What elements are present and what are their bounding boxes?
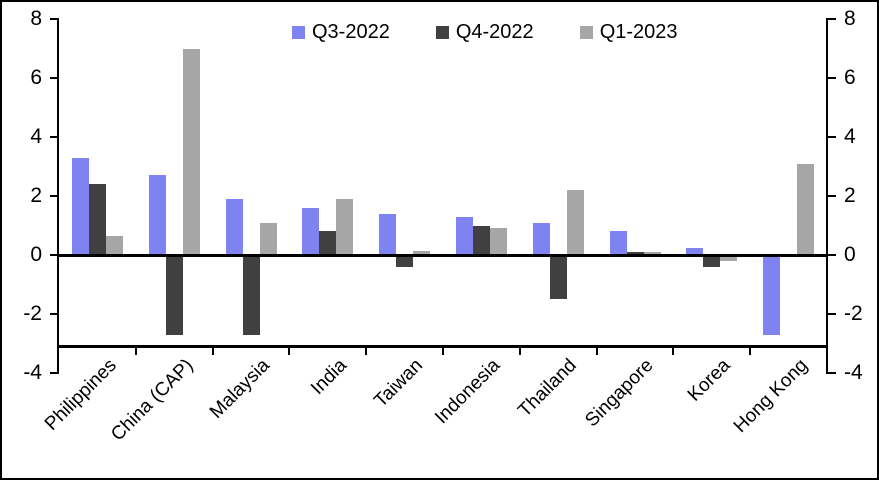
y-tick-right — [828, 18, 836, 20]
category-tick — [595, 348, 598, 355]
y-tick-label-right: 0 — [844, 243, 856, 266]
category-tick — [672, 348, 675, 355]
bar — [319, 231, 337, 255]
bar — [720, 255, 738, 261]
bar — [396, 255, 414, 267]
category-tick — [518, 348, 521, 355]
bar — [532, 222, 550, 255]
bar — [626, 252, 644, 255]
y-tick-label-left: 4 — [30, 125, 42, 148]
category-tick — [749, 348, 752, 355]
x-axis-label: Malaysia — [205, 355, 274, 423]
x-axis-label: Philippines — [40, 355, 121, 435]
bar — [797, 163, 815, 255]
legend-swatch-q4-2022 — [435, 25, 449, 39]
category-tick — [134, 348, 137, 355]
bar — [489, 228, 507, 255]
x-axis-label: Korea — [683, 355, 735, 406]
bar — [472, 225, 490, 255]
legend-label: Q3-2022 — [312, 21, 390, 43]
y-tick-label-right: -4 — [844, 361, 863, 384]
bar — [379, 213, 397, 255]
legend-swatch-q1-2023 — [579, 25, 593, 39]
y-tick-right — [828, 313, 836, 315]
x-axis-label: Thailand — [514, 355, 582, 422]
y-tick-right — [828, 195, 836, 197]
y-tick-right — [828, 136, 836, 138]
legend-item-q4-2022: Q4-2022 — [435, 21, 534, 43]
bar — [686, 247, 704, 255]
legend: Q3-2022 Q4-2022 Q1-2023 — [292, 21, 678, 43]
bar — [609, 231, 627, 255]
left-axis — [57, 18, 59, 374]
y-tick-right — [828, 372, 836, 374]
bar — [302, 207, 320, 255]
legend-label: Q1-2023 — [599, 21, 678, 43]
legend-swatch-q3-2022 — [292, 25, 305, 39]
category-tick — [365, 348, 368, 355]
y-tick-left — [50, 372, 58, 374]
bar — [413, 250, 431, 255]
x-axis-label: Indonesia — [431, 355, 505, 429]
legend-label: Q4-2022 — [455, 21, 534, 43]
category-tick — [288, 348, 291, 355]
y-tick-right — [828, 254, 836, 256]
bar — [88, 184, 106, 255]
x-axis-label: Hong Kong — [729, 355, 812, 438]
bar — [182, 48, 200, 255]
y-tick-label-right: 6 — [844, 66, 856, 89]
bar — [242, 255, 260, 335]
y-tick-label-left: 6 — [30, 66, 42, 89]
legend-item-q3-2022: Q3-2022 — [292, 21, 390, 43]
y-tick-left — [50, 77, 58, 79]
bar — [259, 222, 277, 255]
y-tick-label-right: 4 — [844, 125, 856, 148]
y-tick-label-right: 8 — [844, 7, 856, 30]
bar — [336, 198, 354, 255]
x-axis-label: India — [306, 355, 351, 399]
y-tick-left — [50, 136, 58, 138]
y-tick-left — [50, 313, 58, 315]
bar — [165, 255, 183, 335]
category-axis — [59, 345, 827, 348]
bar — [105, 235, 123, 255]
y-tick-label-left: 2 — [30, 184, 42, 207]
x-axis-label: Singapore — [581, 355, 658, 432]
y-tick-label-left: 8 — [30, 7, 42, 30]
bar — [763, 255, 781, 335]
bar — [148, 175, 166, 255]
y-tick-label-left: -4 — [23, 361, 42, 384]
right-axis — [826, 18, 828, 374]
y-tick-left — [50, 195, 58, 197]
y-tick-label-left: 0 — [30, 243, 42, 266]
bar — [703, 255, 721, 267]
category-tick — [211, 348, 214, 355]
bar — [643, 252, 661, 255]
x-axis-label: Taiwan — [370, 355, 428, 412]
y-tick-right — [828, 77, 836, 79]
legend-item-q1-2023: Q1-2023 — [579, 21, 678, 43]
y-tick-left — [50, 254, 58, 256]
zero-line — [59, 254, 827, 257]
bar — [71, 157, 89, 255]
bar — [455, 216, 473, 255]
y-tick-left — [50, 18, 58, 20]
y-tick-label-right: 2 — [844, 184, 856, 207]
bar — [566, 190, 584, 255]
y-tick-label-right: -2 — [844, 302, 863, 325]
bar — [549, 255, 567, 300]
y-tick-label-left: -2 — [23, 302, 42, 325]
bar — [225, 198, 243, 255]
category-tick — [442, 348, 444, 355]
